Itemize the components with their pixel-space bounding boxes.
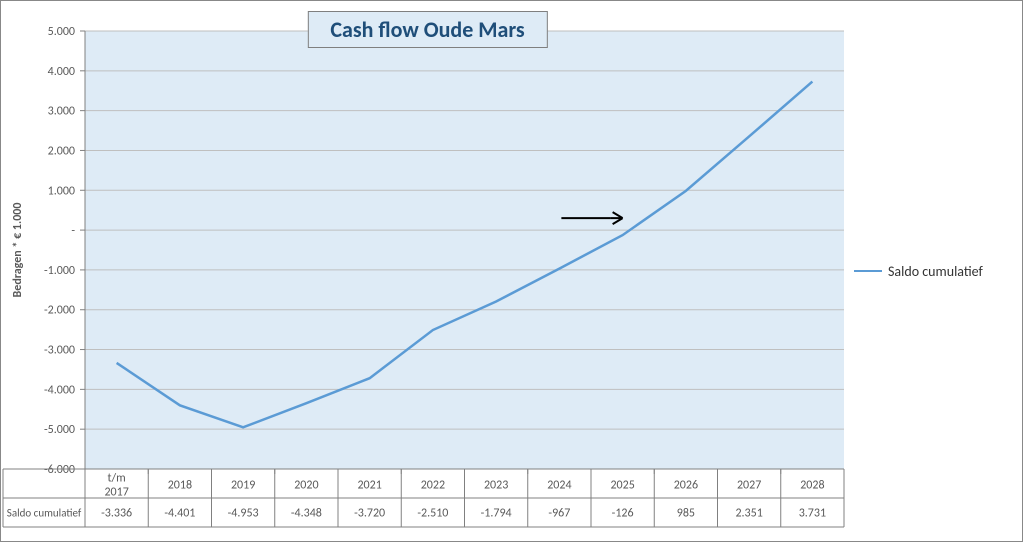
- chart-area: -6.000-5.000-4.000-3.000-2.000-1.000-1.0…: [1, 1, 854, 541]
- chart-svg: -6.000-5.000-4.000-3.000-2.000-1.000-1.0…: [1, 1, 854, 541]
- svg-text:-967: -967: [548, 507, 570, 521]
- svg-text:2027: 2027: [737, 479, 761, 493]
- svg-text:-4.000: -4.000: [44, 383, 75, 397]
- svg-text:2025: 2025: [610, 479, 634, 493]
- svg-text:-4.348: -4.348: [291, 507, 322, 521]
- svg-text:-4.953: -4.953: [228, 507, 259, 521]
- svg-text:-5.000: -5.000: [44, 423, 75, 437]
- svg-text:Bedragen * € 1.000: Bedragen * € 1.000: [11, 203, 25, 298]
- chart-frame: -6.000-5.000-4.000-3.000-2.000-1.000-1.0…: [0, 0, 1023, 542]
- svg-text:2023: 2023: [484, 479, 508, 493]
- svg-text:-4.401: -4.401: [164, 507, 195, 521]
- svg-text:Saldo cumulatief: Saldo cumulatief: [7, 507, 82, 520]
- svg-text:t/m: t/m: [108, 472, 126, 486]
- svg-text:2.000: 2.000: [48, 144, 75, 158]
- svg-text:2026: 2026: [674, 479, 698, 493]
- legend-line: [854, 270, 882, 272]
- svg-text:-2.000: -2.000: [44, 304, 75, 318]
- svg-text:3.000: 3.000: [48, 105, 75, 119]
- svg-text:2020: 2020: [294, 479, 318, 493]
- svg-text:1.000: 1.000: [48, 184, 75, 198]
- svg-text:-: -: [71, 224, 75, 238]
- chart-title: Cash flow Oude Mars: [330, 16, 524, 43]
- legend: Saldo cumulatief: [854, 263, 1022, 280]
- svg-text:-1.000: -1.000: [44, 264, 75, 278]
- svg-text:2019: 2019: [231, 479, 255, 493]
- legend-label: Saldo cumulatief: [888, 263, 983, 280]
- svg-text:-3.000: -3.000: [44, 344, 75, 358]
- svg-text:-1.794: -1.794: [481, 507, 512, 521]
- svg-text:-3.720: -3.720: [354, 507, 385, 521]
- chart-wrap: -6.000-5.000-4.000-3.000-2.000-1.000-1.0…: [1, 1, 1022, 541]
- svg-text:2018: 2018: [168, 479, 192, 493]
- svg-text:2.351: 2.351: [735, 507, 762, 521]
- svg-text:2022: 2022: [421, 479, 445, 493]
- svg-text:-126: -126: [612, 507, 634, 521]
- svg-text:985: 985: [677, 507, 695, 521]
- svg-text:2024: 2024: [547, 479, 571, 493]
- svg-text:-2.510: -2.510: [417, 507, 448, 521]
- svg-text:2021: 2021: [357, 479, 381, 493]
- svg-text:3.731: 3.731: [799, 507, 826, 521]
- svg-text:2017: 2017: [104, 486, 128, 500]
- svg-text:4.000: 4.000: [48, 65, 75, 79]
- svg-text:5.000: 5.000: [48, 25, 75, 39]
- svg-text:-3.336: -3.336: [101, 507, 132, 521]
- chart-title-box: Cash flow Oude Mars: [307, 11, 547, 48]
- svg-text:-6.000: -6.000: [44, 463, 75, 477]
- svg-text:2028: 2028: [800, 479, 824, 493]
